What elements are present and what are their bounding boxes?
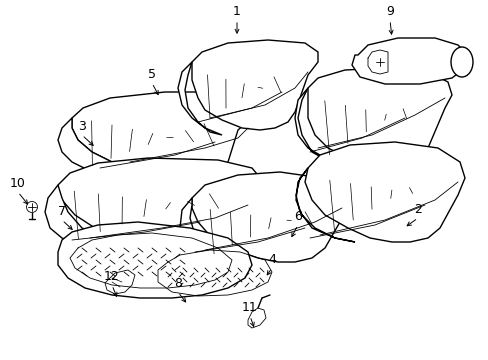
Text: 1: 1 [233, 5, 241, 18]
Polygon shape [180, 198, 238, 262]
Polygon shape [295, 168, 354, 242]
Polygon shape [45, 185, 158, 252]
Text: 12: 12 [104, 270, 120, 283]
Text: 2: 2 [413, 203, 421, 216]
Text: 4: 4 [267, 253, 275, 266]
Text: 8: 8 [174, 277, 182, 290]
Polygon shape [72, 92, 254, 177]
Polygon shape [192, 40, 317, 130]
Polygon shape [58, 158, 262, 248]
Polygon shape [247, 308, 265, 328]
Text: 6: 6 [293, 210, 301, 223]
Polygon shape [58, 118, 158, 177]
Polygon shape [307, 68, 451, 167]
Polygon shape [105, 270, 135, 294]
Polygon shape [192, 172, 347, 262]
Polygon shape [178, 62, 222, 135]
Text: 10: 10 [10, 177, 26, 190]
Text: 3: 3 [78, 120, 86, 133]
Text: 5: 5 [148, 68, 156, 81]
Text: 7: 7 [58, 205, 66, 218]
Ellipse shape [450, 47, 472, 77]
Text: 11: 11 [242, 301, 257, 314]
Polygon shape [351, 38, 467, 84]
Polygon shape [58, 222, 251, 298]
Text: 9: 9 [385, 5, 393, 18]
Polygon shape [305, 142, 464, 242]
Polygon shape [294, 88, 347, 165]
